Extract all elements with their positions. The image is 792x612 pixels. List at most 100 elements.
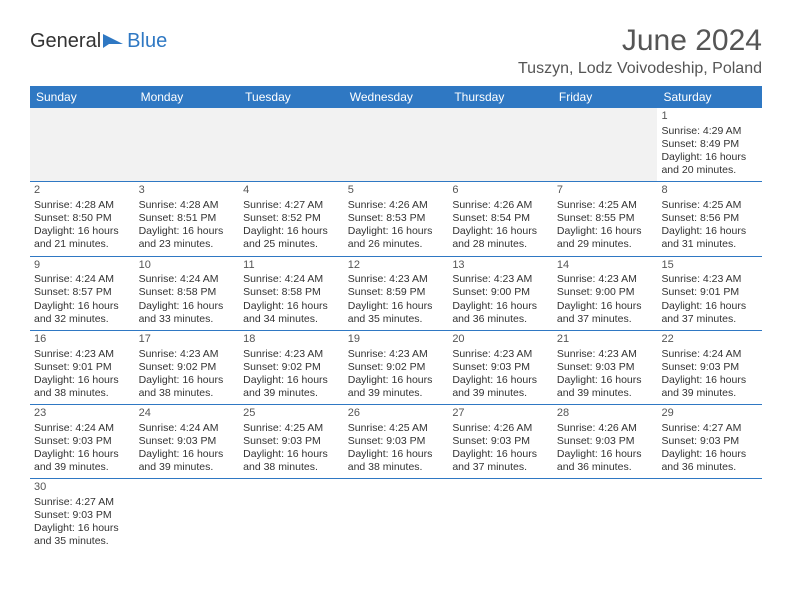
calendar: SundayMondayTuesdayWednesdayThursdayFrid… — [30, 86, 762, 553]
sunrise-line: Sunrise: 4:24 AM — [34, 422, 131, 435]
day-number: 12 — [348, 259, 445, 273]
calendar-blank-cell — [448, 479, 553, 552]
sunrise-line: Sunrise: 4:25 AM — [661, 199, 758, 212]
sunset-line: Sunset: 9:01 PM — [661, 286, 758, 299]
day-number: 30 — [34, 481, 131, 495]
calendar-week-row: 9Sunrise: 4:24 AMSunset: 8:57 PMDaylight… — [30, 257, 762, 331]
sunrise-line: Sunrise: 4:24 AM — [243, 273, 340, 286]
sunrise-line: Sunrise: 4:26 AM — [557, 422, 654, 435]
day-number: 22 — [661, 333, 758, 347]
day-number: 11 — [243, 259, 340, 273]
sunset-line: Sunset: 9:03 PM — [452, 361, 549, 374]
sunrise-line: Sunrise: 4:23 AM — [139, 348, 236, 361]
sunset-line: Sunset: 8:51 PM — [139, 212, 236, 225]
calendar-day-cell: 29Sunrise: 4:27 AMSunset: 9:03 PMDayligh… — [657, 405, 762, 478]
sunset-line: Sunset: 8:56 PM — [661, 212, 758, 225]
sunset-line: Sunset: 9:03 PM — [557, 435, 654, 448]
sunrise-line: Sunrise: 4:27 AM — [243, 199, 340, 212]
daylight-line: Daylight: 16 hours and 36 minutes. — [557, 448, 654, 474]
daylight-line: Daylight: 16 hours and 34 minutes. — [243, 300, 340, 326]
weekday-header: Saturday — [657, 86, 762, 108]
calendar-blank-cell — [239, 479, 344, 552]
calendar-day-cell: 6Sunrise: 4:26 AMSunset: 8:54 PMDaylight… — [448, 182, 553, 255]
sunrise-line: Sunrise: 4:25 AM — [348, 422, 445, 435]
calendar-blank-cell — [135, 479, 240, 552]
calendar-day-cell: 1Sunrise: 4:29 AMSunset: 8:49 PMDaylight… — [657, 108, 762, 181]
daylight-line: Daylight: 16 hours and 29 minutes. — [557, 225, 654, 251]
calendar-day-cell: 24Sunrise: 4:24 AMSunset: 9:03 PMDayligh… — [135, 405, 240, 478]
calendar-blank-cell — [657, 479, 762, 552]
sunrise-line: Sunrise: 4:24 AM — [139, 273, 236, 286]
sunrise-line: Sunrise: 4:26 AM — [348, 199, 445, 212]
sunrise-line: Sunrise: 4:24 AM — [139, 422, 236, 435]
sunset-line: Sunset: 9:02 PM — [243, 361, 340, 374]
sunrise-line: Sunrise: 4:23 AM — [557, 348, 654, 361]
daylight-line: Daylight: 16 hours and 37 minutes. — [452, 448, 549, 474]
day-number: 29 — [661, 407, 758, 421]
sunset-line: Sunset: 9:03 PM — [661, 435, 758, 448]
daylight-line: Daylight: 16 hours and 28 minutes. — [452, 225, 549, 251]
sunset-line: Sunset: 9:02 PM — [348, 361, 445, 374]
daylight-line: Daylight: 16 hours and 20 minutes. — [661, 151, 758, 177]
calendar-day-cell: 9Sunrise: 4:24 AMSunset: 8:57 PMDaylight… — [30, 257, 135, 330]
daylight-line: Daylight: 16 hours and 32 minutes. — [34, 300, 131, 326]
sunset-line: Sunset: 9:03 PM — [452, 435, 549, 448]
day-number: 7 — [557, 184, 654, 198]
day-number: 13 — [452, 259, 549, 273]
calendar-blank-cell — [553, 108, 658, 181]
calendar-week-row: 30Sunrise: 4:27 AMSunset: 9:03 PMDayligh… — [30, 479, 762, 552]
sunrise-line: Sunrise: 4:27 AM — [34, 496, 131, 509]
daylight-line: Daylight: 16 hours and 35 minutes. — [348, 300, 445, 326]
daylight-line: Daylight: 16 hours and 39 minutes. — [557, 374, 654, 400]
sunrise-line: Sunrise: 4:23 AM — [348, 348, 445, 361]
daylight-line: Daylight: 16 hours and 25 minutes. — [243, 225, 340, 251]
sunrise-line: Sunrise: 4:26 AM — [452, 422, 549, 435]
daylight-line: Daylight: 16 hours and 39 minutes. — [348, 374, 445, 400]
sunrise-line: Sunrise: 4:23 AM — [34, 348, 131, 361]
day-number: 25 — [243, 407, 340, 421]
sunset-line: Sunset: 8:54 PM — [452, 212, 549, 225]
calendar-day-cell: 26Sunrise: 4:25 AMSunset: 9:03 PMDayligh… — [344, 405, 449, 478]
calendar-day-cell: 5Sunrise: 4:26 AMSunset: 8:53 PMDaylight… — [344, 182, 449, 255]
day-number: 18 — [243, 333, 340, 347]
calendar-blank-cell — [30, 108, 135, 181]
day-number: 26 — [348, 407, 445, 421]
day-number: 3 — [139, 184, 236, 198]
month-title: June 2024 — [518, 24, 762, 58]
weekday-header: Sunday — [30, 86, 135, 108]
sunset-line: Sunset: 8:49 PM — [661, 138, 758, 151]
sunset-line: Sunset: 9:03 PM — [557, 361, 654, 374]
weekday-header: Wednesday — [344, 86, 449, 108]
sunset-line: Sunset: 9:00 PM — [557, 286, 654, 299]
day-number: 5 — [348, 184, 445, 198]
day-number: 14 — [557, 259, 654, 273]
brand-blue: Blue — [127, 30, 167, 53]
calendar-day-cell: 8Sunrise: 4:25 AMSunset: 8:56 PMDaylight… — [657, 182, 762, 255]
weekday-header: Thursday — [448, 86, 553, 108]
sunset-line: Sunset: 9:02 PM — [139, 361, 236, 374]
sunrise-line: Sunrise: 4:29 AM — [661, 125, 758, 138]
location: Tuszyn, Lodz Voivodeship, Poland — [518, 60, 762, 78]
calendar-week-row: 23Sunrise: 4:24 AMSunset: 9:03 PMDayligh… — [30, 405, 762, 479]
calendar-day-cell: 12Sunrise: 4:23 AMSunset: 8:59 PMDayligh… — [344, 257, 449, 330]
daylight-line: Daylight: 16 hours and 39 minutes. — [139, 448, 236, 474]
sunset-line: Sunset: 9:00 PM — [452, 286, 549, 299]
calendar-day-cell: 7Sunrise: 4:25 AMSunset: 8:55 PMDaylight… — [553, 182, 658, 255]
calendar-day-cell: 2Sunrise: 4:28 AMSunset: 8:50 PMDaylight… — [30, 182, 135, 255]
calendar-day-cell: 23Sunrise: 4:24 AMSunset: 9:03 PMDayligh… — [30, 405, 135, 478]
daylight-line: Daylight: 16 hours and 26 minutes. — [348, 225, 445, 251]
daylight-line: Daylight: 16 hours and 37 minutes. — [557, 300, 654, 326]
sunset-line: Sunset: 8:50 PM — [34, 212, 131, 225]
day-number: 8 — [661, 184, 758, 198]
sunset-line: Sunset: 8:52 PM — [243, 212, 340, 225]
calendar-day-cell: 3Sunrise: 4:28 AMSunset: 8:51 PMDaylight… — [135, 182, 240, 255]
calendar-day-cell: 11Sunrise: 4:24 AMSunset: 8:58 PMDayligh… — [239, 257, 344, 330]
daylight-line: Daylight: 16 hours and 39 minutes. — [661, 374, 758, 400]
daylight-line: Daylight: 16 hours and 39 minutes. — [243, 374, 340, 400]
calendar-blank-cell — [344, 479, 449, 552]
weekday-header: Monday — [135, 86, 240, 108]
day-number: 2 — [34, 184, 131, 198]
calendar-blank-cell — [448, 108, 553, 181]
sunrise-line: Sunrise: 4:25 AM — [243, 422, 340, 435]
day-number: 10 — [139, 259, 236, 273]
